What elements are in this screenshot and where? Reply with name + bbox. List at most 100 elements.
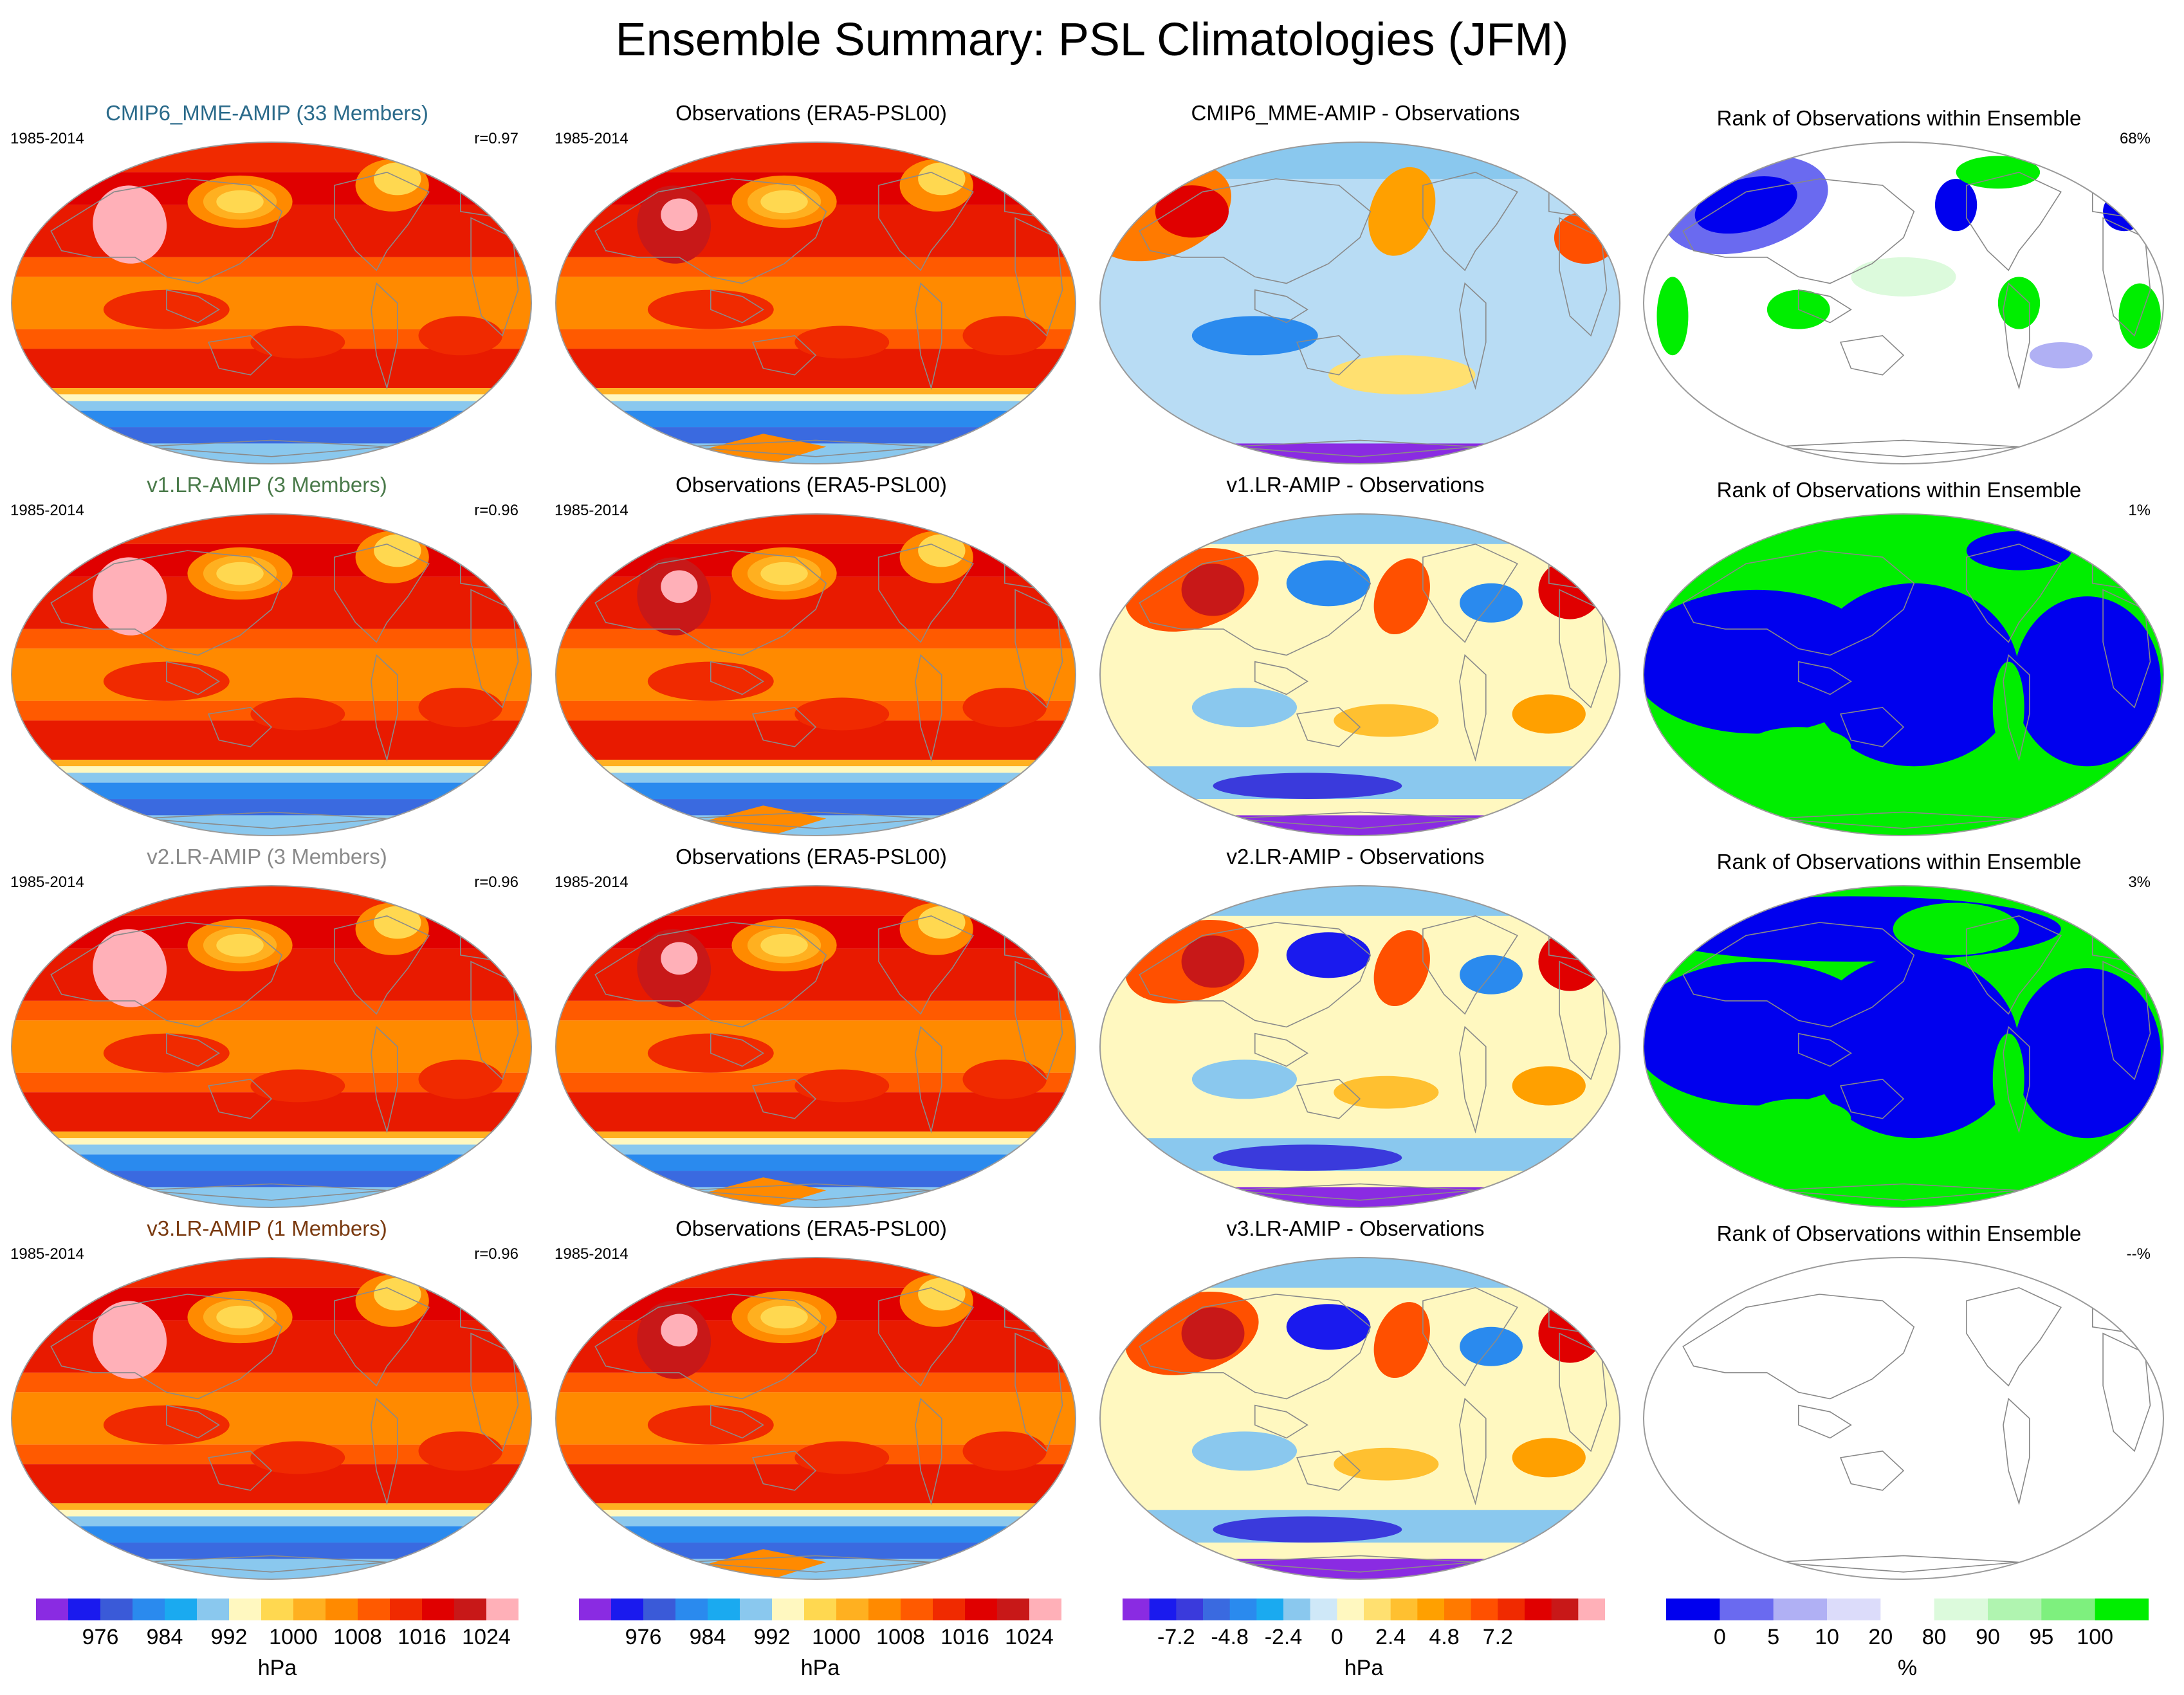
feature-atlantic-core bbox=[374, 1278, 421, 1311]
coastline-4 bbox=[1459, 654, 1487, 762]
colorbar-swatch bbox=[997, 1599, 1030, 1620]
coastline-2 bbox=[207, 334, 273, 376]
colorbar-tick-label: 1016 bbox=[398, 1625, 446, 1649]
diff-pacific-south-pos bbox=[1334, 1076, 1439, 1109]
coastline-3 bbox=[334, 915, 430, 1015]
colorbar-swatch bbox=[197, 1599, 230, 1620]
coastline-4 bbox=[2003, 282, 2030, 390]
diff-aleutian-neg bbox=[1286, 560, 1371, 607]
coastline-2 bbox=[1839, 1078, 1905, 1119]
band-southern-ocean bbox=[556, 1154, 1076, 1171]
diff-north-america-pos bbox=[1373, 558, 1430, 635]
feature-siberian-core bbox=[661, 570, 698, 603]
coastline-3 bbox=[1966, 915, 2062, 1015]
colorbar-swatch bbox=[1029, 1599, 1061, 1620]
map-panel bbox=[1099, 142, 1620, 464]
coastline-2 bbox=[1296, 334, 1361, 376]
rank-low-greenland bbox=[1966, 531, 2072, 571]
coastline-0 bbox=[594, 178, 827, 284]
coastline-3 bbox=[878, 1287, 974, 1387]
colorbar-tick-label: -7.2 bbox=[1157, 1625, 1195, 1649]
band-southern-low bbox=[556, 1171, 1076, 1187]
panel-title: v1.LR-AMIP - Observations bbox=[1226, 473, 1485, 497]
coastline-0 bbox=[1682, 550, 1915, 656]
feature-pacific-south bbox=[794, 1441, 890, 1474]
map-border bbox=[555, 1257, 1076, 1580]
band-southern-low bbox=[12, 1543, 531, 1559]
band-southern-ocean bbox=[556, 1526, 1076, 1543]
diff-eurasia-core bbox=[1181, 935, 1245, 988]
map-panel bbox=[11, 142, 532, 464]
band-southern-ocean bbox=[12, 782, 531, 800]
colorbar-swatch bbox=[422, 1599, 455, 1620]
band-gradient-2 bbox=[556, 1510, 1076, 1517]
colorbar-4: 0 5 10 20 80 90 95 100% bbox=[1666, 1599, 2149, 1695]
panel-title: Rank of Observations within Ensemble bbox=[1716, 478, 2082, 502]
rank-percent-label: 3% bbox=[2128, 874, 2151, 891]
colorbar-tick-label: 5 bbox=[1767, 1625, 1780, 1649]
colorbar-tick-label: 1016 bbox=[941, 1625, 989, 1649]
map-panel bbox=[555, 513, 1076, 836]
colorbar-swatch bbox=[611, 1599, 644, 1620]
band-southern-ocean bbox=[12, 1154, 531, 1171]
coastline-3 bbox=[334, 171, 430, 271]
coastline-1 bbox=[1254, 1404, 1308, 1439]
map-border bbox=[1643, 142, 2164, 464]
colorbar-swatch bbox=[1390, 1599, 1418, 1620]
map-panel bbox=[1643, 1257, 2164, 1580]
map-field bbox=[1644, 142, 2163, 464]
feature-atlantic-south bbox=[962, 316, 1047, 356]
diff-pacific-pos bbox=[1368, 167, 1436, 256]
map-field bbox=[1644, 886, 2163, 1207]
colorbar-swatch bbox=[1666, 1599, 1720, 1620]
band-southern-ocean bbox=[556, 782, 1076, 800]
panel-title: Observations (ERA5-PSL00) bbox=[675, 1216, 947, 1240]
feature-atlantic-core bbox=[918, 1278, 966, 1311]
coastline-2 bbox=[1296, 706, 1361, 747]
panel-r4-c2: Observations (ERA5-PSL00) 1985-2014 bbox=[544, 1215, 1078, 1582]
diff-aleutian-neg bbox=[1286, 932, 1371, 978]
map-field bbox=[1100, 1258, 1620, 1579]
band-gradient-2 bbox=[12, 394, 531, 401]
band-gradient-3 bbox=[12, 1144, 531, 1155]
feature-pacific-high-core bbox=[760, 190, 808, 214]
coastline-2 bbox=[751, 706, 817, 747]
band-gradient-2 bbox=[12, 1138, 531, 1145]
feature-pacific-south bbox=[250, 325, 345, 359]
colorbar-swatch bbox=[1256, 1599, 1284, 1620]
coastline-3 bbox=[1422, 1287, 1518, 1387]
map-border bbox=[555, 513, 1076, 836]
coastline-0 bbox=[1682, 922, 1915, 1028]
diff-north-america-pos bbox=[1373, 1302, 1430, 1379]
band-gradient-1 bbox=[556, 760, 1076, 767]
band-southern-low bbox=[556, 427, 1076, 444]
colorbar-swatch bbox=[643, 1599, 676, 1620]
coastline-4 bbox=[371, 1397, 398, 1506]
map-border bbox=[11, 513, 532, 836]
colorbar-swatch bbox=[454, 1599, 487, 1620]
panel-r2-c1: v1.LR-AMIP (3 Members) 1985-2014 r=0.96 bbox=[0, 472, 534, 838]
map-border bbox=[1643, 513, 2164, 836]
colorbar-tick-label: 992 bbox=[210, 1625, 248, 1649]
map-panel bbox=[1643, 142, 2164, 464]
coastline-4 bbox=[915, 1397, 942, 1506]
colorbar-swatch bbox=[1149, 1599, 1177, 1620]
panel-r2-c3: v1.LR-AMIP - Observations bbox=[1088, 472, 1622, 838]
panel-title: v2.LR-AMIP (3 Members) bbox=[147, 845, 387, 868]
panel-title: v3.LR-AMIP - Observations bbox=[1226, 1216, 1485, 1240]
band-arctic bbox=[556, 514, 1076, 544]
rank-africa-high bbox=[2118, 283, 2161, 349]
colorbar-tick-label: -4.8 bbox=[1211, 1625, 1249, 1649]
panel-title: CMIP6_MME-AMIP - Observations bbox=[1191, 101, 1520, 125]
diff-atlantic-pos bbox=[1538, 932, 1602, 991]
coastline-2 bbox=[751, 1450, 817, 1491]
coastline-1 bbox=[710, 1032, 764, 1067]
feature-atlantic-south bbox=[962, 1059, 1047, 1099]
panel-title: Observations (ERA5-PSL00) bbox=[675, 101, 947, 125]
panel-r3-c2: Observations (ERA5-PSL00) 1985-2014 bbox=[544, 843, 1078, 1210]
diff-pacific-south-pos bbox=[1334, 704, 1439, 737]
band-subtropic-n bbox=[12, 257, 531, 277]
colorbar-swatch bbox=[229, 1599, 262, 1620]
diff-indian-neg bbox=[1191, 1431, 1298, 1471]
colorbar-tick-label: 976 bbox=[625, 1625, 662, 1649]
